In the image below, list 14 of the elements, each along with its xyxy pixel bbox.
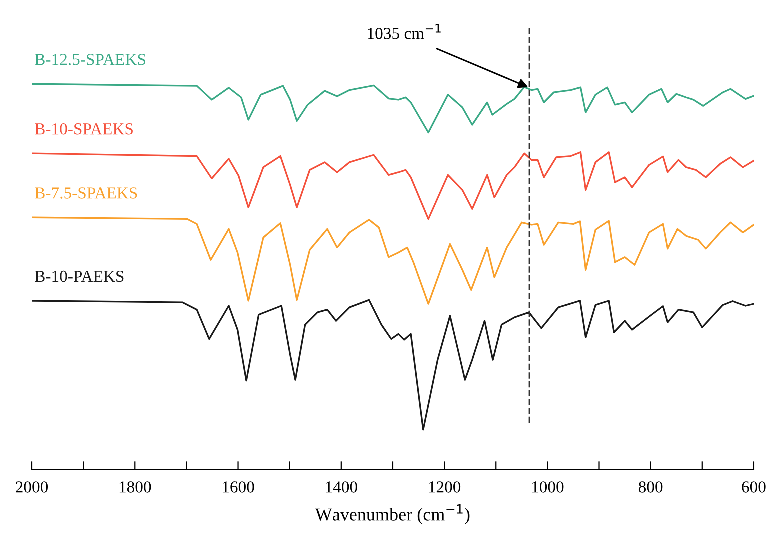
x-tick-label: 600 (742, 482, 766, 493)
x-tick-label: 1200 (429, 482, 461, 493)
x-tick-label: 1600 (223, 482, 254, 493)
x-tick-label: 1800 (120, 482, 152, 493)
x-tick-label: 2000 (16, 482, 48, 493)
series-label: B-10-PAEKS (35, 270, 124, 282)
series-label: B-10-SPAEKS (35, 124, 133, 135)
series-label: B-12.5-SPAEKS (35, 54, 146, 66)
x-axis-title: Wavenumber (cm$^{−1}$) (315, 504, 470, 525)
x-tick-label: 800 (638, 482, 663, 493)
x-tick-label: 1000 (532, 482, 564, 493)
x-tick-label: 1400 (326, 482, 358, 493)
annotation: 1035 cm$^{−1}$ (368, 24, 441, 40)
series-label: B-7.5-SPAEKS (35, 188, 138, 199)
